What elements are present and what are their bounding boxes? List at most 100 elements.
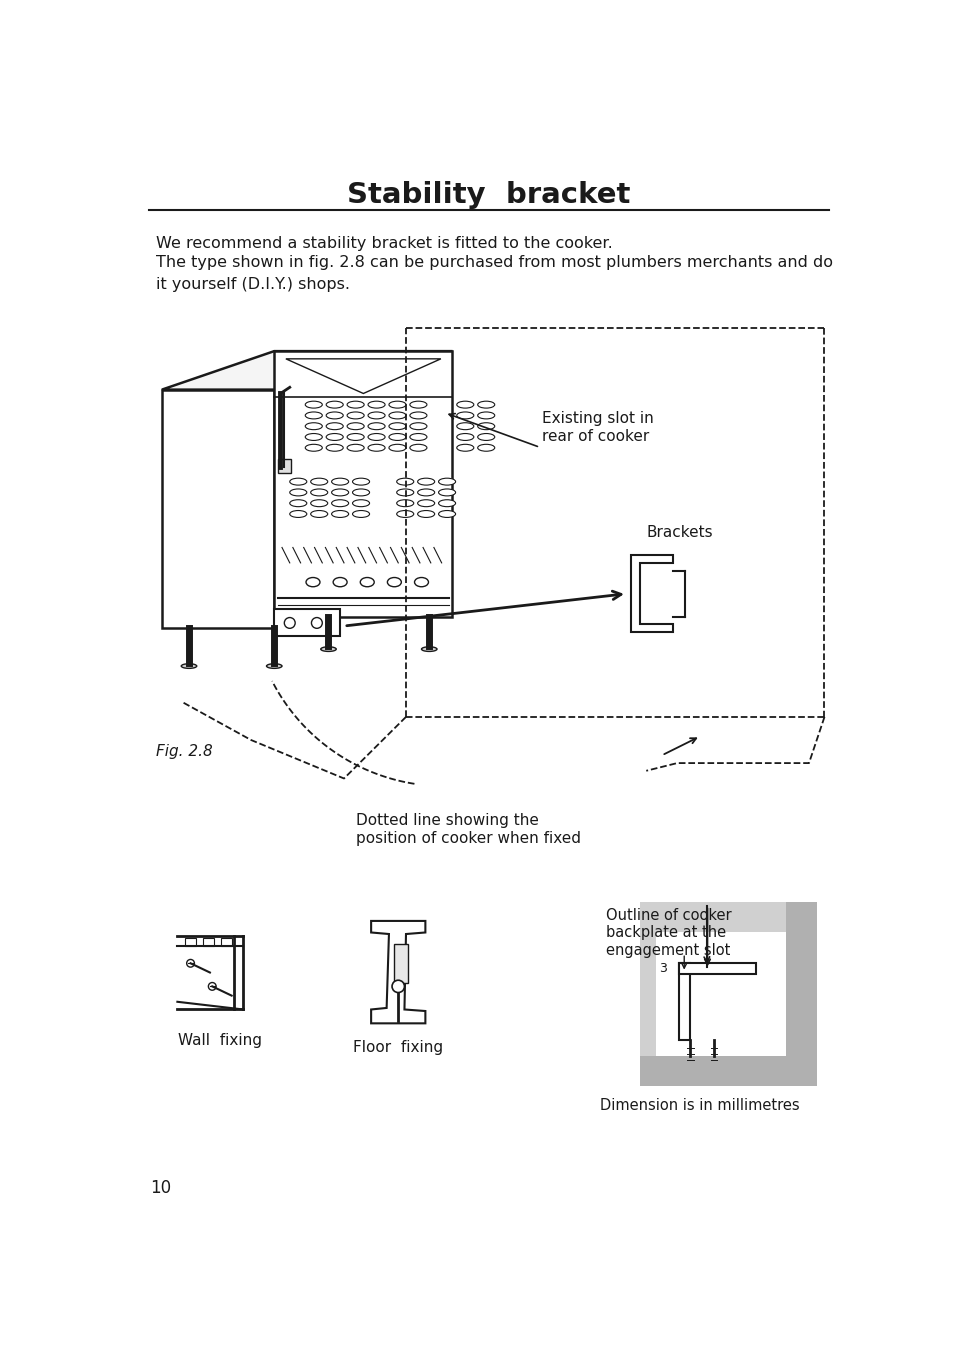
Ellipse shape [326, 444, 343, 451]
Ellipse shape [410, 433, 427, 440]
Ellipse shape [326, 422, 343, 429]
Ellipse shape [266, 663, 282, 669]
Ellipse shape [410, 412, 427, 418]
Ellipse shape [333, 578, 347, 586]
Ellipse shape [290, 478, 307, 485]
Ellipse shape [389, 433, 406, 440]
Text: Existing slot in
rear of cooker: Existing slot in rear of cooker [542, 412, 654, 444]
Ellipse shape [360, 578, 374, 586]
Bar [220, 938, 232, 945]
Polygon shape [274, 351, 452, 617]
Ellipse shape [415, 578, 428, 586]
Ellipse shape [353, 500, 369, 506]
Bar [679, 963, 689, 1040]
Text: The type shown in fig. 2.8 can be purchased from most plumbers merchants and do
: The type shown in fig. 2.8 can be purcha… [155, 255, 832, 292]
Ellipse shape [389, 401, 406, 408]
Ellipse shape [332, 510, 348, 517]
Ellipse shape [477, 412, 495, 418]
Ellipse shape [332, 489, 348, 496]
Ellipse shape [332, 478, 348, 485]
Bar [639, 902, 816, 1086]
Polygon shape [630, 555, 673, 632]
Ellipse shape [396, 478, 414, 485]
Text: 10: 10 [150, 1179, 172, 1197]
Text: Floor  fixing: Floor fixing [353, 1040, 443, 1055]
Ellipse shape [290, 510, 307, 517]
Ellipse shape [353, 510, 369, 517]
Text: Dotted line showing the
position of cooker when fixed: Dotted line showing the position of cook… [355, 814, 580, 845]
Ellipse shape [389, 422, 406, 429]
Bar [655, 933, 785, 1063]
Polygon shape [162, 390, 274, 628]
Ellipse shape [368, 401, 385, 408]
Ellipse shape [306, 578, 319, 586]
Ellipse shape [353, 489, 369, 496]
Ellipse shape [368, 422, 385, 429]
Ellipse shape [410, 422, 427, 429]
Ellipse shape [389, 444, 406, 451]
Bar [185, 938, 195, 945]
Ellipse shape [456, 433, 474, 440]
Text: Wall  fixing: Wall fixing [178, 1033, 262, 1048]
Bar [274, 609, 340, 636]
Ellipse shape [311, 500, 328, 506]
Ellipse shape [421, 647, 436, 651]
Ellipse shape [477, 422, 495, 429]
Ellipse shape [410, 401, 427, 408]
Ellipse shape [417, 500, 435, 506]
Ellipse shape [311, 478, 328, 485]
Bar [679, 963, 756, 974]
Ellipse shape [305, 422, 322, 429]
Ellipse shape [290, 489, 307, 496]
Ellipse shape [477, 444, 495, 451]
Text: 3: 3 [659, 963, 666, 975]
Ellipse shape [368, 412, 385, 418]
Bar [785, 902, 816, 1086]
Ellipse shape [396, 489, 414, 496]
Circle shape [284, 617, 294, 628]
Bar [639, 1056, 816, 1086]
Ellipse shape [477, 401, 495, 408]
Ellipse shape [456, 401, 474, 408]
Ellipse shape [417, 478, 435, 485]
Ellipse shape [438, 478, 456, 485]
Ellipse shape [456, 422, 474, 429]
Polygon shape [162, 351, 452, 390]
Ellipse shape [311, 510, 328, 517]
Ellipse shape [305, 401, 322, 408]
Ellipse shape [305, 412, 322, 418]
Ellipse shape [181, 663, 196, 669]
Ellipse shape [389, 412, 406, 418]
Ellipse shape [332, 500, 348, 506]
Text: Outline of cooker
backplate at the
engagement slot: Outline of cooker backplate at the engag… [605, 907, 731, 957]
Ellipse shape [347, 444, 364, 451]
Circle shape [392, 980, 404, 992]
Ellipse shape [438, 500, 456, 506]
Ellipse shape [396, 510, 414, 517]
Ellipse shape [417, 510, 435, 517]
Ellipse shape [417, 489, 435, 496]
Bar [203, 938, 213, 945]
Text: Fig. 2.8: Fig. 2.8 [155, 743, 213, 758]
Ellipse shape [326, 412, 343, 418]
Ellipse shape [290, 500, 307, 506]
Ellipse shape [305, 444, 322, 451]
Ellipse shape [347, 433, 364, 440]
Ellipse shape [326, 401, 343, 408]
Text: Dimension is in millimetres: Dimension is in millimetres [599, 1098, 799, 1113]
Ellipse shape [347, 401, 364, 408]
Ellipse shape [311, 489, 328, 496]
Text: Brackets: Brackets [645, 525, 712, 540]
Ellipse shape [410, 444, 427, 451]
Ellipse shape [396, 500, 414, 506]
Bar [394, 944, 408, 983]
Ellipse shape [387, 578, 401, 586]
Circle shape [208, 983, 216, 990]
Ellipse shape [368, 444, 385, 451]
Ellipse shape [438, 510, 456, 517]
Circle shape [187, 960, 194, 967]
Polygon shape [371, 921, 425, 1024]
Ellipse shape [326, 433, 343, 440]
Bar [278, 459, 291, 473]
Ellipse shape [438, 489, 456, 496]
